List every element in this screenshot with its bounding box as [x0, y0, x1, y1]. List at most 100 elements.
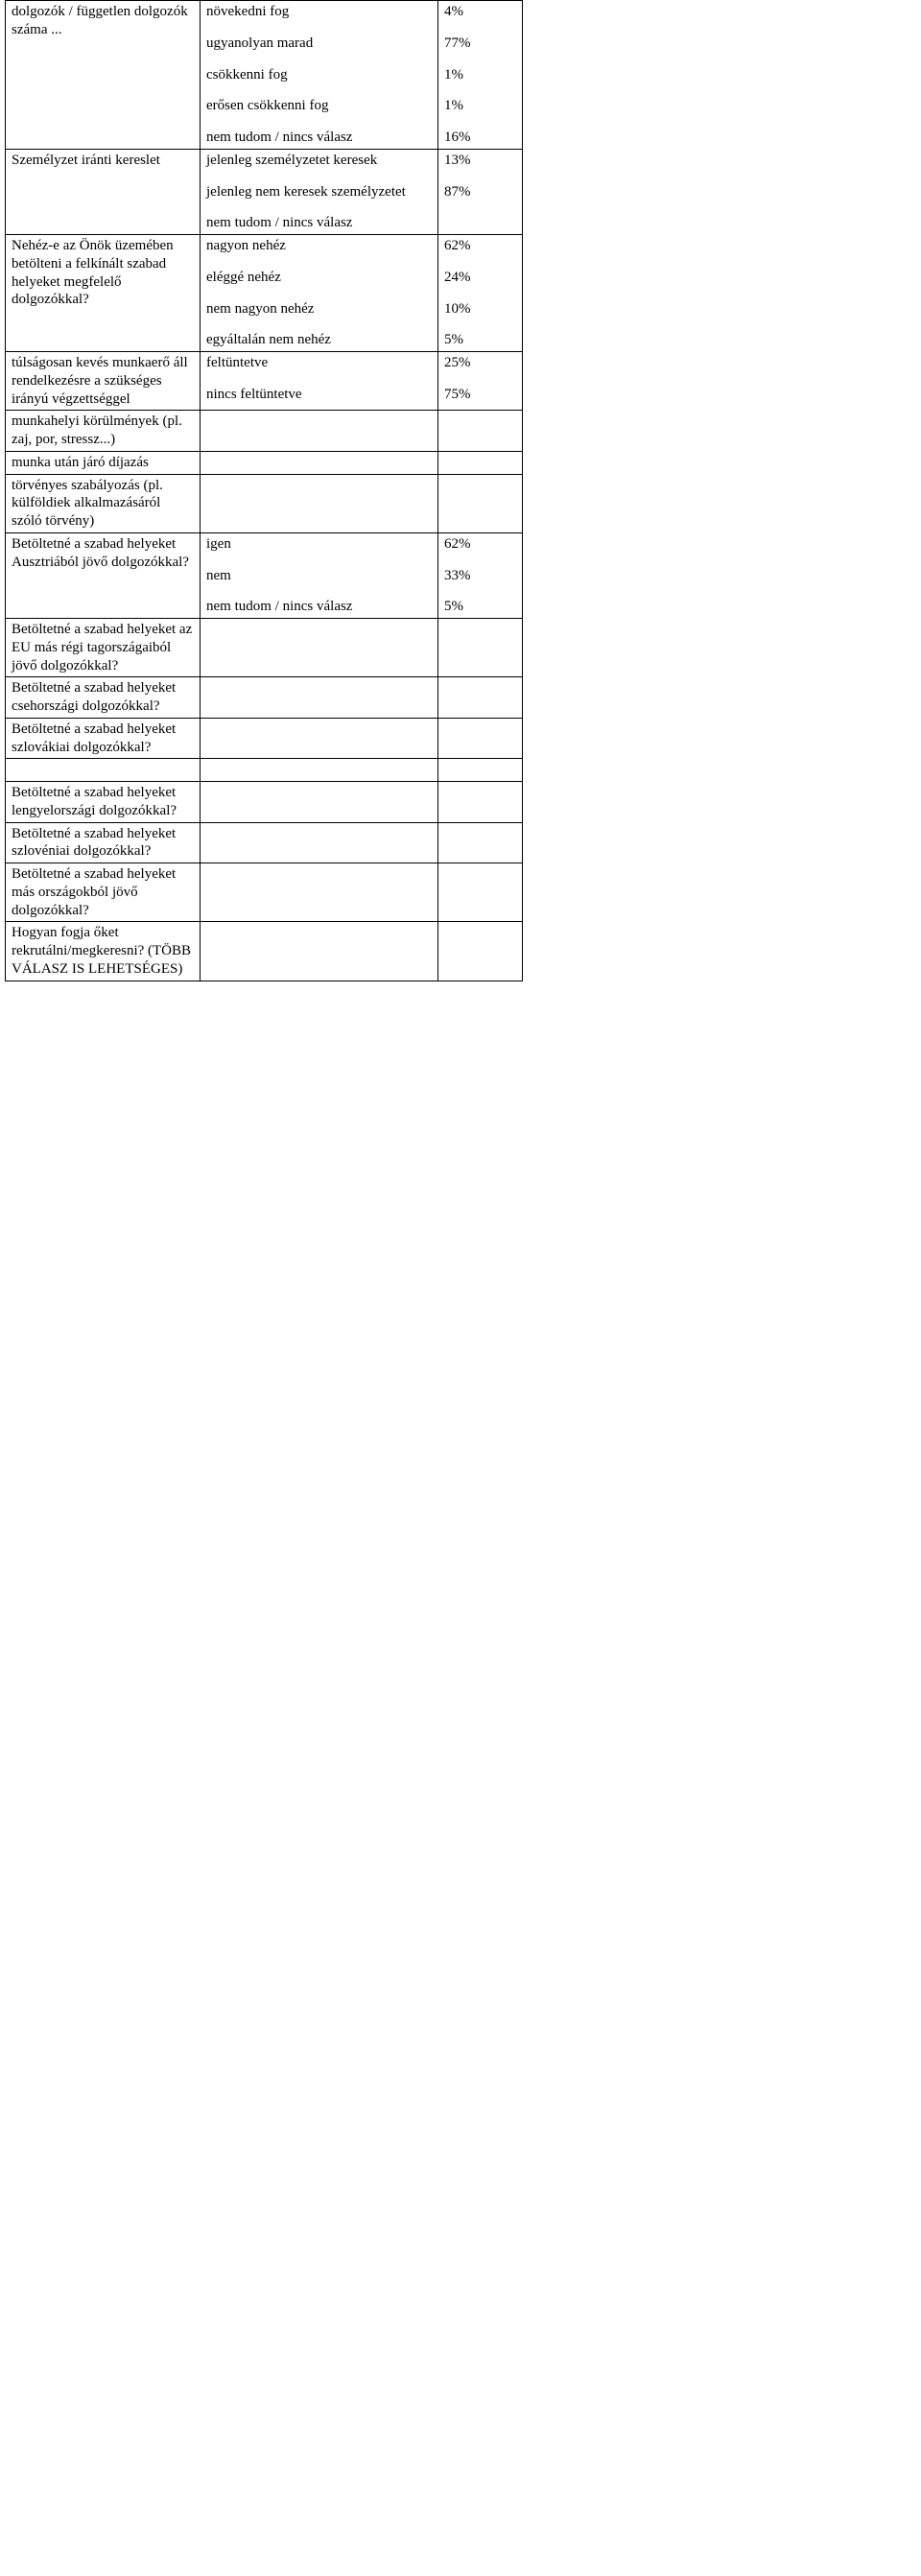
table-cell — [201, 782, 438, 823]
cell-text: csökkenni fog — [206, 66, 432, 84]
cell-text: nem tudom / nincs válasz — [206, 129, 432, 147]
table-cell — [438, 451, 523, 474]
table-cell: munka után járó díjazás — [6, 451, 201, 474]
table-cell — [438, 474, 523, 532]
table-cell — [438, 822, 523, 863]
cell-text: 75% — [444, 386, 516, 404]
table-cell — [201, 619, 438, 677]
table-cell: igennemnem tudom / nincs válasz — [201, 532, 438, 618]
cell-text: jelenleg nem keresek személyzetet — [206, 183, 432, 201]
table-row: Betöltetné a szabad helyeket más országo… — [6, 863, 523, 922]
table-row: túlságosan kevés munkaerő áll rendelkezé… — [6, 352, 523, 411]
table-cell: Nehéz-e az Önök üzemében betölteni a fel… — [6, 235, 201, 352]
cell-text: nem tudom / nincs válasz — [206, 598, 432, 616]
cell-text: Betöltetné a szabad helyeket az EU más r… — [12, 621, 194, 674]
table-row: Betöltetné a szabad helyeket szlovákiai … — [6, 718, 523, 759]
cell-text: Betöltetné a szabad helyeket lengyelorsz… — [12, 784, 194, 820]
cell-text: 62% — [444, 535, 516, 554]
table-cell: jelenleg személyzetet keresek jelenleg ne… — [201, 149, 438, 234]
cell-text: nagyon nehéz — [206, 237, 432, 255]
cell-text: nincs feltüntetve — [206, 386, 432, 404]
cell-text: Hogyan fogja őket rekrutálni/megkeresni?… — [12, 924, 194, 978]
table-cell: túlságosan kevés munkaerő áll rendelkezé… — [6, 352, 201, 411]
cell-text: egyáltalán nem nehéz — [206, 331, 432, 349]
cell-text: törvényes szabályozás (pl. külföldiek al… — [12, 477, 194, 531]
table-row: munkahelyi körülmények (pl. zaj, por, st… — [6, 411, 523, 452]
table-cell: Betöltetné a szabad helyeket Ausztriából… — [6, 532, 201, 618]
cell-text: dolgozók / független dolgozók száma ... — [12, 3, 194, 39]
table-cell — [201, 451, 438, 474]
survey-table: dolgozók / független dolgozók száma ...n… — [5, 0, 523, 981]
cell-text: 62% — [444, 237, 516, 255]
table-cell: dolgozók / független dolgozók száma ... — [6, 1, 201, 150]
cell-text: Nehéz-e az Önök üzemében betölteni a fel… — [12, 237, 194, 309]
table-cell — [201, 677, 438, 719]
table-cell: feltüntetve nincs feltüntetve — [201, 352, 438, 411]
table-cell — [201, 822, 438, 863]
table-cell — [438, 759, 523, 782]
table-row: Betöltetné a szabad helyeket lengyelorsz… — [6, 782, 523, 823]
cell-text: Betöltetné a szabad helyeket szlovákiai … — [12, 721, 194, 757]
table-cell: Betöltetné a szabad helyeket lengyelorsz… — [6, 782, 201, 823]
table-cell — [201, 474, 438, 532]
cell-text: 5% — [444, 598, 516, 616]
table-cell — [201, 718, 438, 759]
table-cell — [438, 863, 523, 922]
table-cell — [438, 677, 523, 719]
table-cell: 25% 75% — [438, 352, 523, 411]
cell-text: 25% — [444, 354, 516, 372]
cell-text: Betöltetné a szabad helyeket szlovéniai … — [12, 825, 194, 862]
table-cell: törvényes szabályozás (pl. külföldiek al… — [6, 474, 201, 532]
cell-text: 87% — [444, 183, 516, 201]
cell-text: 33% — [444, 567, 516, 585]
table-cell — [438, 782, 523, 823]
table-row: Betöltetné a szabad helyeket Ausztriából… — [6, 532, 523, 618]
table-row: Hogyan fogja őket rekrutálni/megkeresni?… — [6, 922, 523, 981]
table-cell: növekedni fog ugyanolyan marad csökkenni f… — [201, 1, 438, 150]
table-cell: Személyzet iránti kereslet — [6, 149, 201, 234]
table-row — [6, 759, 523, 782]
cell-text: eléggé nehéz — [206, 269, 432, 287]
table-cell: Betöltetné a szabad helyeket más országo… — [6, 863, 201, 922]
cell-text: 77% — [444, 35, 516, 53]
table-cell: nagyon nehéz eléggé nehéz nem nagyon nehéz… — [201, 235, 438, 352]
cell-text: 13% — [444, 152, 516, 170]
cell-text: 5% — [444, 331, 516, 349]
cell-text: túlságosan kevés munkaerő áll rendelkezé… — [12, 354, 194, 408]
table-cell: munkahelyi körülmények (pl. zaj, por, st… — [6, 411, 201, 452]
table-cell: 13% 87% — [438, 149, 523, 234]
cell-text: nem — [206, 567, 432, 585]
table-cell: Betöltetné a szabad helyeket szlovákiai … — [6, 718, 201, 759]
cell-text: növekedni fog — [206, 3, 432, 21]
table-cell — [438, 922, 523, 981]
cell-text: feltüntetve — [206, 354, 432, 372]
cell-text: erősen csökkenni fog — [206, 97, 432, 115]
table-cell — [438, 718, 523, 759]
table-row: Személyzet iránti keresletjelenleg szemé… — [6, 149, 523, 234]
cell-text: Betöltetné a szabad helyeket Ausztriából… — [12, 535, 194, 572]
table-row: dolgozók / független dolgozók száma ...n… — [6, 1, 523, 150]
table-row: Betöltetné a szabad helyeket csehországi… — [6, 677, 523, 719]
table-cell — [201, 863, 438, 922]
table-row: Betöltetné a szabad helyeket szlovéniai … — [6, 822, 523, 863]
table-cell: Betöltetné a szabad helyeket az EU más r… — [6, 619, 201, 677]
table-cell: Betöltetné a szabad helyeket csehországi… — [6, 677, 201, 719]
cell-text: 24% — [444, 269, 516, 287]
table-cell: 62% 33% 5% — [438, 532, 523, 618]
table-cell — [438, 411, 523, 452]
table-cell: Betöltetné a szabad helyeket szlovéniai … — [6, 822, 201, 863]
cell-text: nem nagyon nehéz — [206, 300, 432, 319]
cell-text: ugyanolyan marad — [206, 35, 432, 53]
table-row: munka után járó díjazás — [6, 451, 523, 474]
table-cell — [438, 619, 523, 677]
cell-text: Betöltetné a szabad helyeket más országo… — [12, 865, 194, 919]
cell-text: munkahelyi körülmények (pl. zaj, por, st… — [12, 413, 194, 449]
table-row: Betöltetné a szabad helyeket az EU más r… — [6, 619, 523, 677]
table-cell: Hogyan fogja őket rekrutálni/megkeresni?… — [6, 922, 201, 981]
table-row: törvényes szabályozás (pl. külföldiek al… — [6, 474, 523, 532]
table-cell — [6, 759, 201, 782]
cell-text: 1% — [444, 97, 516, 115]
cell-text: jelenleg személyzetet keresek — [206, 152, 432, 170]
cell-text: Betöltetné a szabad helyeket csehországi… — [12, 679, 194, 716]
table-cell — [201, 922, 438, 981]
